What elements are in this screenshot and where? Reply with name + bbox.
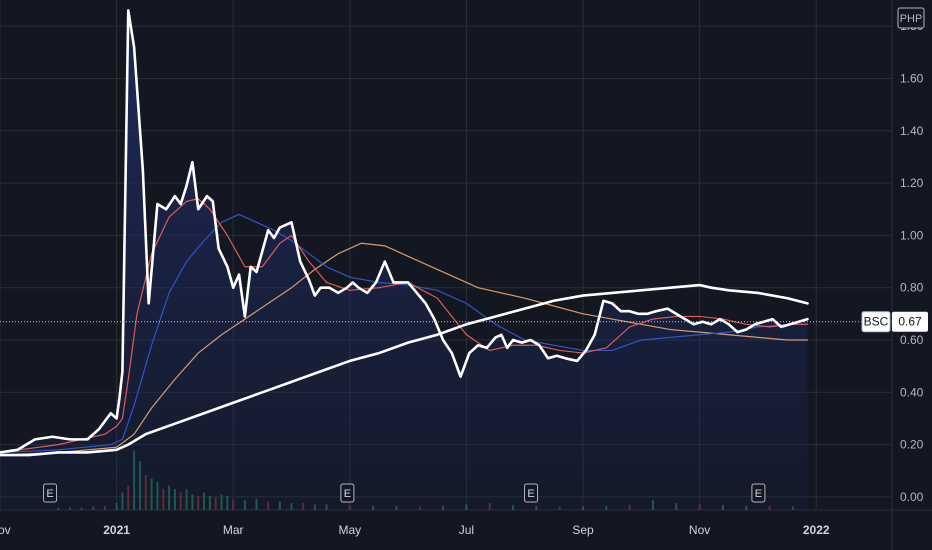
price-area-fill <box>0 10 808 510</box>
x-tick-label: Jul <box>459 523 474 537</box>
symbol-tag-text: BSC <box>864 315 889 329</box>
event-marker-label: E <box>527 488 534 500</box>
y-tick-label: 0.80 <box>900 281 924 295</box>
event-marker-label: E <box>344 488 351 500</box>
y-tick-label: 1.20 <box>900 176 924 190</box>
y-tick-label: 0.00 <box>900 490 924 504</box>
x-tick-label: Sep <box>572 523 594 537</box>
x-tick-label: Mar <box>223 523 244 537</box>
symbol-tag[interactable]: BSC <box>861 311 891 333</box>
series-line-ma-white <box>0 283 809 457</box>
event-marker-box[interactable] <box>340 483 355 503</box>
y-tick-label: 0.60 <box>900 333 924 347</box>
event-marker-box[interactable] <box>751 483 766 503</box>
series-line-price <box>0 9 809 454</box>
series-line-ma-orange <box>0 242 809 456</box>
event-marker-label: E <box>755 488 762 500</box>
y-tick-label: 1.00 <box>900 228 924 242</box>
currency-label: PHP <box>897 7 925 29</box>
x-axis[interactable]: Nov 2021 Mar May Jul Sep Nov 2022 <box>0 523 830 537</box>
currency-label-box <box>897 7 925 29</box>
x-tick-label: Nov <box>689 523 710 537</box>
x-tick-label: 2021 <box>103 523 130 537</box>
x-tick-label: Nov <box>0 523 11 537</box>
y-tick-label: 0.40 <box>900 385 924 399</box>
symbol-tag-box <box>861 311 891 333</box>
currency-label-text: PHP <box>900 13 923 25</box>
series-line-ma-blue <box>0 213 809 454</box>
y-tick-label: 1.60 <box>900 71 924 85</box>
event-marker-label: E <box>46 488 53 500</box>
y-tick-label: 1.40 <box>900 124 924 138</box>
x-tick-label: May <box>338 523 361 537</box>
event-marker-box[interactable] <box>43 483 58 503</box>
event-marker-box[interactable] <box>524 483 539 503</box>
y-tick-label: 0.20 <box>900 438 924 452</box>
series-lines <box>0 9 809 457</box>
last-price-tag-box <box>892 311 928 332</box>
x-tick-label: 2022 <box>803 523 830 537</box>
series-line-ma-red <box>0 198 809 454</box>
last-price-tag-text: 0.67 <box>898 315 922 329</box>
y-axis[interactable]: 1.801.601.401.201.000.800.600.400.200.00 <box>900 19 924 504</box>
last-price-tag[interactable]: 0.67 <box>892 311 928 332</box>
